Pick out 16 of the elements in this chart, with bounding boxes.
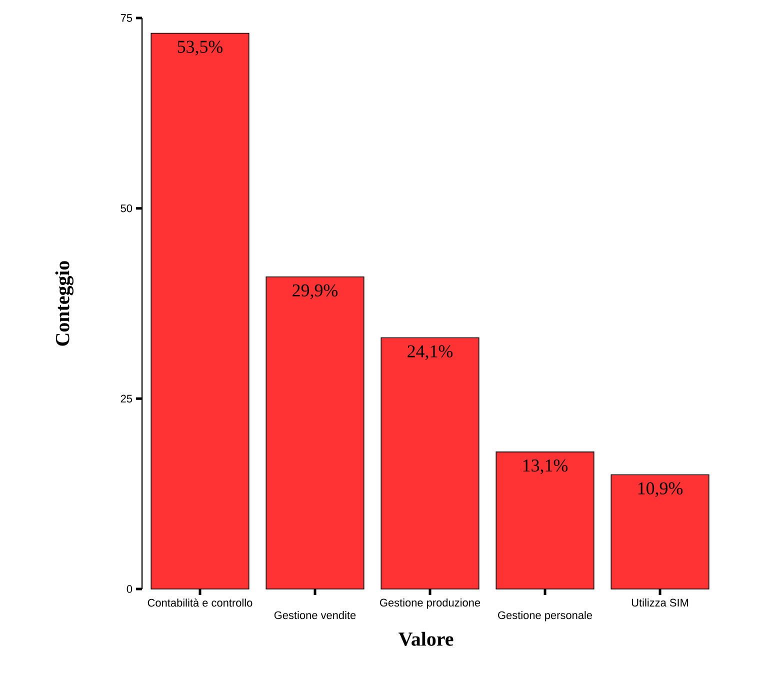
y-tick-label: 25 bbox=[120, 394, 132, 403]
annotation: 53,5% bbox=[178, 40, 223, 56]
x-tick-label: Gestione personale bbox=[498, 611, 592, 622]
annotation: 10,9% bbox=[638, 482, 683, 497]
x-tick-label: Gestione produzione bbox=[380, 598, 480, 609]
x-axis-title: Valore bbox=[398, 632, 454, 646]
x-tick-label: Gestione vendite bbox=[274, 611, 356, 620]
annotation: 29,9% bbox=[292, 284, 338, 300]
y-tick-label: 75 bbox=[120, 14, 132, 22]
annotation: 13,1% bbox=[523, 459, 568, 474]
x-tick-label: Contabilità e controllo bbox=[148, 598, 252, 607]
annotation: 24,1% bbox=[408, 345, 453, 360]
y-axis-title: Conteggio bbox=[55, 261, 74, 346]
x-tick-label: Utilizza SIM bbox=[632, 598, 688, 607]
y-tick-label: 50 bbox=[120, 204, 132, 212]
y-tick-label: 0 bbox=[126, 585, 132, 593]
